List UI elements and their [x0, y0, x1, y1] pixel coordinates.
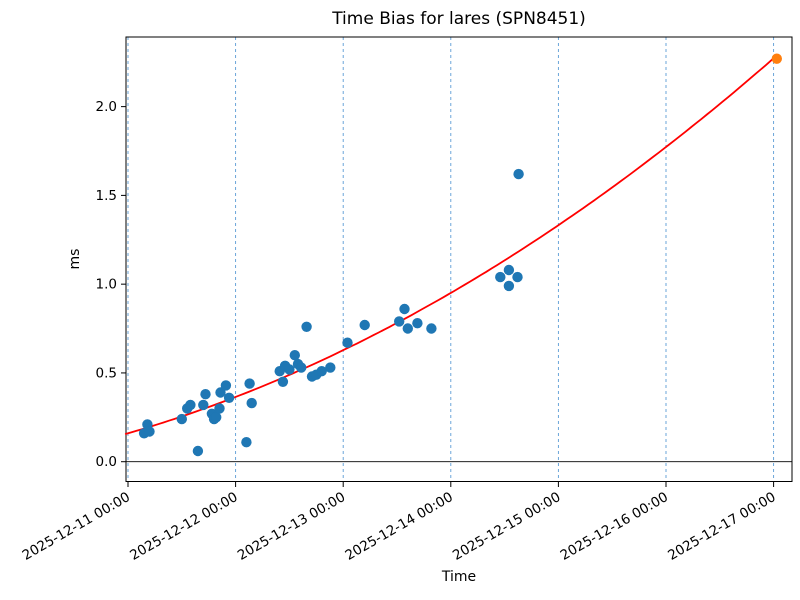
x-tick-label: 2025-12-16 00:00 [558, 489, 671, 564]
x-tick-label: 2025-12-13 00:00 [235, 489, 348, 564]
measured-bias-point [211, 412, 222, 423]
x-tick-label: 2025-12-11 00:00 [20, 489, 133, 564]
y-tick-label: 2.0 [96, 99, 117, 115]
measured-bias-point [277, 376, 289, 387]
measured-bias-point [289, 350, 300, 361]
measured-bias-point [284, 364, 295, 375]
x-tick-label: 2025-12-15 00:00 [450, 489, 563, 564]
measured-bias-point [394, 316, 405, 327]
y-tick-label: 0.5 [96, 365, 117, 381]
y-tick-label: 1.0 [96, 277, 117, 293]
measured-bias-point [246, 397, 257, 409]
measured-bias-point [301, 321, 312, 332]
measured-bias-point [192, 445, 204, 457]
y-tick-label: 0.0 [96, 454, 117, 470]
y-tick-label: 1.5 [96, 188, 117, 204]
measured-bias-point [223, 392, 235, 403]
measured-bias-point [198, 399, 209, 411]
measured-bias-point [342, 337, 353, 348]
x-tick-label: 2025-12-12 00:00 [127, 489, 240, 564]
measured-bias-point [200, 389, 211, 400]
measured-bias-point [325, 362, 336, 373]
measured-bias-point [244, 378, 255, 389]
measured-bias-point [185, 399, 196, 411]
measured-bias-point [399, 303, 410, 315]
measured-bias-point [220, 380, 232, 391]
measured-bias-point [144, 426, 155, 437]
fit-curve [124, 54, 778, 435]
x-tick-label: 2025-12-14 00:00 [342, 489, 455, 564]
measured-bias-point [402, 323, 413, 334]
measured-bias-point [412, 318, 423, 329]
measured-bias-point [426, 323, 437, 334]
measured-bias-point [316, 366, 327, 377]
chart-title: Time Bias for lares (SPN8451) [332, 9, 586, 29]
measured-bias-point [215, 387, 226, 398]
measured-bias-point [512, 271, 523, 283]
measured-bias-point [503, 264, 515, 276]
x-axis-label: Time [441, 569, 477, 585]
measured-bias-point [241, 437, 252, 448]
measured-bias-point [296, 362, 307, 373]
measured-bias-point [513, 168, 524, 180]
x-tick-label: 2025-12-17 00:00 [665, 489, 778, 564]
measured-bias-point [503, 280, 515, 292]
measured-bias-point [214, 403, 225, 414]
predicted-bias-point [771, 53, 782, 64]
measured-bias-point [176, 413, 187, 425]
plot-border [125, 36, 793, 482]
measured-bias-point [359, 319, 370, 331]
measured-bias-point [495, 271, 506, 283]
